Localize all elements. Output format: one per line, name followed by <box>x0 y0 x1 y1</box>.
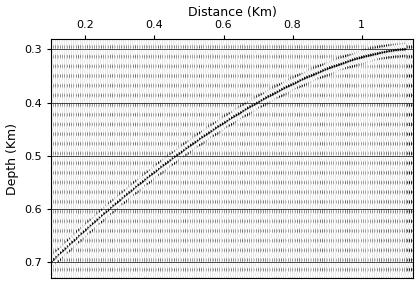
X-axis label: Distance (Km): Distance (Km) <box>188 6 277 18</box>
Y-axis label: Depth (Km): Depth (Km) <box>5 123 18 195</box>
